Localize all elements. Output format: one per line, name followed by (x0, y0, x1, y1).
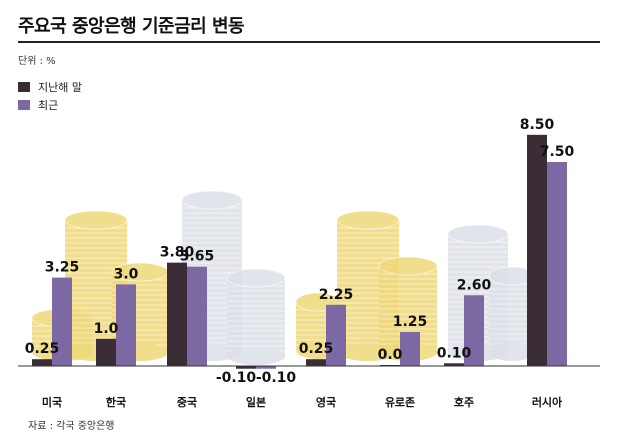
value-label-recent-5: 1.25 (393, 314, 428, 330)
value-label-prev-6: 0.10 (437, 345, 472, 361)
value-label-recent-6: 2.60 (457, 277, 492, 293)
bar-recent-7 (547, 162, 567, 366)
labels-layer: 0.25 3.25 미국 1.0 3.0 한국 3.803.65 중국 -0.10 -0.10 일본… (25, 117, 575, 409)
value-label-prev-2: 3.80 (160, 245, 195, 261)
bar-recent-3 (256, 366, 276, 369)
bars-layer (32, 134, 567, 369)
value-label-prev-3: -0.10 (216, 370, 257, 386)
bar-recent-5 (400, 332, 420, 366)
legend: 지난해 말 최근 (18, 78, 82, 114)
category-label-4: 영국 (316, 396, 336, 409)
value-label-recent-4: 2.25 (319, 287, 354, 303)
bar-prev-1 (96, 338, 116, 366)
category-label-6: 호주 (454, 395, 474, 409)
category-label-3: 일본 (246, 395, 266, 409)
bar-prev-0 (32, 359, 52, 366)
value-label-recent-2: 3.65 (180, 249, 215, 265)
legend-swatch-prev (18, 82, 30, 92)
bar-recent-4 (326, 304, 346, 366)
value-label-prev-1: 1.0 (94, 321, 119, 337)
bar-recent-1 (116, 284, 136, 366)
title-divider (18, 41, 600, 43)
legend-item-recent: 최근 (18, 96, 82, 114)
bar-recent-2 (187, 266, 207, 366)
source-note: 자료 : 각국 중앙은행 (28, 421, 115, 432)
unit-label: 단위 : % (18, 56, 56, 67)
value-label-recent-7: 7.50 (540, 144, 575, 160)
coin-stack-5 (226, 268, 286, 365)
category-label-2: 중국 (177, 396, 197, 409)
bar-prev-2 (167, 262, 187, 366)
value-label-prev-7: 8.50 (520, 117, 555, 133)
bar-recent-0 (52, 277, 72, 366)
legend-label-prev: 지난해 말 (38, 81, 82, 94)
bar-prev-6 (444, 363, 464, 366)
legend-swatch-recent (18, 100, 30, 110)
category-label-7: 러시아 (532, 395, 563, 409)
bar-prev-7 (527, 134, 547, 366)
chart-title: 주요국 중앙은행 기준금리 변동 (18, 16, 245, 37)
bar-prev-4 (306, 359, 326, 366)
legend-label-recent: 최근 (38, 99, 59, 112)
category-label-1: 한국 (106, 395, 126, 409)
value-label-recent-3: -0.10 (256, 370, 297, 386)
bar-prev-3 (236, 366, 256, 369)
value-label-prev-0: 0.25 (25, 341, 60, 357)
legend-item-prev: 지난해 말 (18, 78, 82, 96)
value-label-recent-0: 3.25 (45, 260, 80, 276)
value-label-prev-4: 0.25 (299, 341, 334, 357)
bar-recent-6 (464, 295, 484, 366)
category-label-5: 유로존 (385, 396, 415, 409)
value-label-recent-1: 3.0 (114, 266, 139, 282)
value-label-prev-5: 0.0 (378, 347, 403, 363)
category-label-0: 미국 (42, 395, 62, 409)
